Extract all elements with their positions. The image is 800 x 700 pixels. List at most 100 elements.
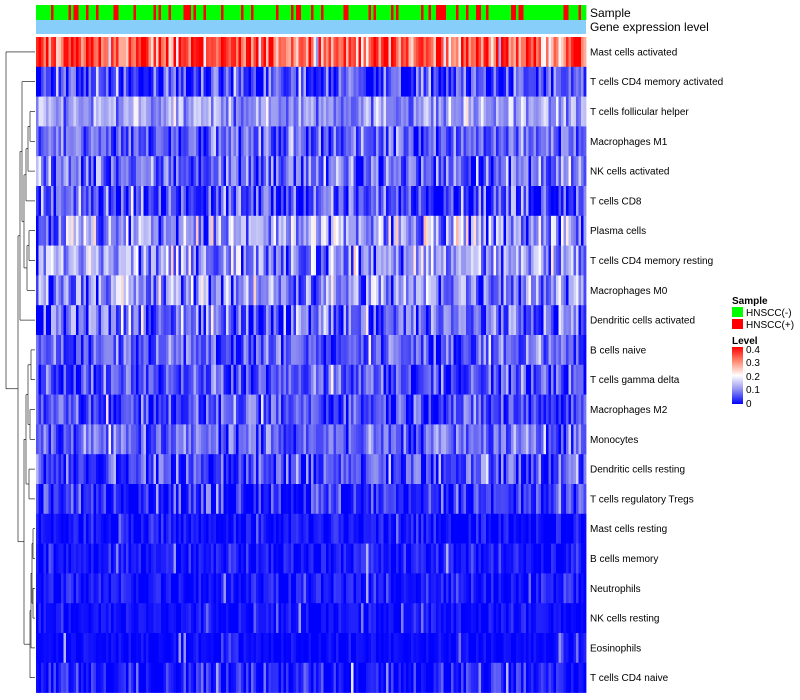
heatmap-cell xyxy=(468,603,472,634)
heatmap-cell xyxy=(536,394,539,425)
heatmap-cell xyxy=(456,66,459,97)
heatmap-cell xyxy=(366,215,369,246)
heatmap-cell xyxy=(283,573,287,604)
heatmap-cell xyxy=(371,484,374,515)
heatmap-cell xyxy=(506,484,509,515)
heatmap-cell xyxy=(516,364,519,395)
heatmap-cell xyxy=(578,156,582,187)
heatmap-cell xyxy=(406,424,409,455)
heatmap-cell xyxy=(238,215,242,246)
sample-annotation-cell xyxy=(398,5,402,20)
sample-annotation-cell xyxy=(188,5,192,20)
heatmap-cell xyxy=(381,603,384,634)
heatmap-cell xyxy=(558,245,562,276)
heatmap-cell xyxy=(213,245,217,276)
heatmap-cell xyxy=(428,156,432,187)
heatmap-cell xyxy=(283,484,287,515)
heatmap-cell xyxy=(501,215,504,246)
heatmap-cell xyxy=(486,66,489,97)
heatmap-cell xyxy=(48,156,52,187)
sample-annotation-cell xyxy=(88,5,92,20)
heatmap-cell xyxy=(548,335,552,366)
heatmap-cell xyxy=(93,484,97,515)
heatmap-cell xyxy=(233,96,237,127)
heatmap-cell xyxy=(183,66,187,97)
heatmap-cell xyxy=(233,215,237,246)
heatmap-cell xyxy=(541,633,544,664)
heatmap-cell xyxy=(103,305,107,336)
sample-annotation-cell xyxy=(318,5,322,20)
heatmap-cell xyxy=(431,454,434,485)
heatmap-cell xyxy=(466,156,469,187)
heatmap-cell xyxy=(133,37,137,68)
heatmap-cell xyxy=(211,454,214,485)
heatmap-cell xyxy=(158,364,162,395)
heatmap-cell xyxy=(56,245,59,276)
heatmap-cell xyxy=(436,275,439,306)
heatmap-cell xyxy=(148,484,152,515)
heatmap-cell xyxy=(123,543,127,574)
heatmap-cell xyxy=(491,603,494,634)
heatmap-cell xyxy=(481,633,484,664)
heatmap-cell xyxy=(91,662,94,693)
heatmap-cell xyxy=(486,156,489,187)
heatmap-cell xyxy=(438,126,442,157)
heatmap-cell xyxy=(51,364,54,395)
heatmap-cell xyxy=(536,275,539,306)
heatmap-cell xyxy=(66,394,69,425)
heatmap-cell xyxy=(273,245,277,276)
heatmap-cell xyxy=(253,424,257,455)
heatmap-cell xyxy=(123,364,127,395)
heatmap-cell xyxy=(566,454,569,485)
heatmap-cell xyxy=(181,215,184,246)
heatmap-cell xyxy=(453,156,457,187)
heatmap-cell xyxy=(396,335,399,366)
heatmap-cell xyxy=(541,126,544,157)
heatmap-cell xyxy=(143,126,147,157)
heatmap-cell xyxy=(318,633,322,664)
heatmap-cell xyxy=(63,603,67,634)
heatmap-cell xyxy=(383,364,387,395)
heatmap-cell xyxy=(173,484,177,515)
heatmap-cell xyxy=(246,37,249,68)
heatmap-cell xyxy=(366,484,369,515)
heatmap-cell xyxy=(78,543,82,574)
heatmap-cell xyxy=(308,66,312,97)
heatmap-cell xyxy=(498,603,502,634)
heatmap-cell xyxy=(376,573,379,604)
heatmap-cell xyxy=(478,126,482,157)
heatmap-cell xyxy=(391,156,394,187)
heatmap-cell xyxy=(198,186,202,217)
heatmap-cell xyxy=(236,484,239,515)
heatmap-cell xyxy=(293,126,297,157)
heatmap-cell xyxy=(331,156,334,187)
heatmap-cell xyxy=(298,335,302,366)
heatmap-cell xyxy=(298,126,302,157)
heatmap-cell xyxy=(218,37,222,68)
heatmap-cell xyxy=(216,186,219,217)
sample-annotation-cell xyxy=(146,5,149,20)
heatmap-cell xyxy=(326,513,329,544)
heatmap-cell xyxy=(186,245,189,276)
heatmap-cell xyxy=(111,394,114,425)
heatmap-cell xyxy=(141,186,144,217)
heatmap-cell xyxy=(301,335,304,366)
heatmap-cell xyxy=(193,215,197,246)
heatmap-cell xyxy=(463,454,467,485)
heatmap-cell xyxy=(313,573,317,604)
heatmap-cell xyxy=(533,96,537,127)
heatmap-cell xyxy=(318,37,322,68)
heatmap-cell xyxy=(101,66,104,97)
heatmap-cell xyxy=(323,513,327,544)
heatmap-cell xyxy=(406,513,409,544)
heatmap-cell xyxy=(458,394,462,425)
heatmap-cell xyxy=(301,156,304,187)
heatmap-cell xyxy=(291,543,294,574)
heatmap-cell xyxy=(88,573,92,604)
heatmap-cell xyxy=(356,454,359,485)
heatmap-cell xyxy=(408,305,412,336)
heatmap-cell xyxy=(128,305,132,336)
heatmap-cell xyxy=(111,633,114,664)
heatmap-cell xyxy=(433,543,437,574)
heatmap-cell xyxy=(233,126,237,157)
